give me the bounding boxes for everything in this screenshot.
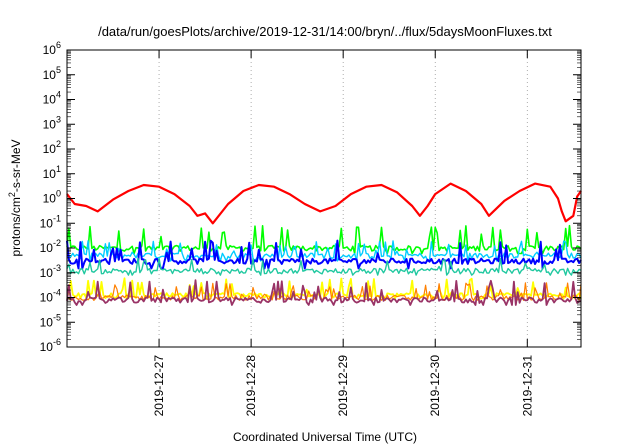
axis-ticks: 10-6 10-5 10-4 10-3 10-2 10-1 100 101 102 103 104 1… — [40, 40, 581, 416]
y-axis-label: protons/cm2-s-sr-MeV — [7, 139, 23, 256]
x-tick-label: 2019-12-29 — [336, 355, 350, 417]
series-line-4 — [66, 239, 582, 270]
series-line-5 — [66, 257, 582, 276]
y-tick-label: 105 — [43, 65, 61, 82]
y-tick-label: 106 — [43, 40, 61, 57]
y-tick-label: 100 — [43, 189, 61, 206]
series-layer — [66, 182, 582, 306]
series-line-3 — [66, 240, 582, 262]
y-tick-label: 101 — [43, 164, 61, 181]
x-tick-label: 2019-12-30 — [428, 355, 442, 417]
chart-title: /data/run/goesPlots/archive/2019-12-31/1… — [98, 24, 552, 39]
series-line-8 — [66, 279, 582, 306]
x-tick-label: 2019-12-31 — [520, 355, 534, 417]
y-tick-label: 102 — [43, 139, 61, 156]
y-tick-label: 103 — [43, 114, 61, 131]
grid-lines — [158, 50, 528, 347]
series-line-2 — [66, 224, 582, 255]
y-tick-label: 10-3 — [40, 263, 61, 280]
y-tick-label: 10-5 — [40, 312, 61, 329]
y-tick-label: 10-4 — [40, 288, 61, 305]
x-tick-label: 2019-12-27 — [152, 355, 166, 417]
y-tick-label: 10-6 — [40, 337, 61, 354]
series-line-1 — [66, 182, 582, 225]
y-tick-label: 104 — [43, 90, 61, 107]
x-tick-label: 2019-12-28 — [244, 355, 258, 417]
plot-frame — [66, 49, 582, 348]
y-tick-label: 10-2 — [40, 238, 61, 255]
y-tick-label: 10-1 — [40, 213, 61, 230]
x-axis-label: Coordinated Universal Time (UTC) — [233, 430, 417, 444]
